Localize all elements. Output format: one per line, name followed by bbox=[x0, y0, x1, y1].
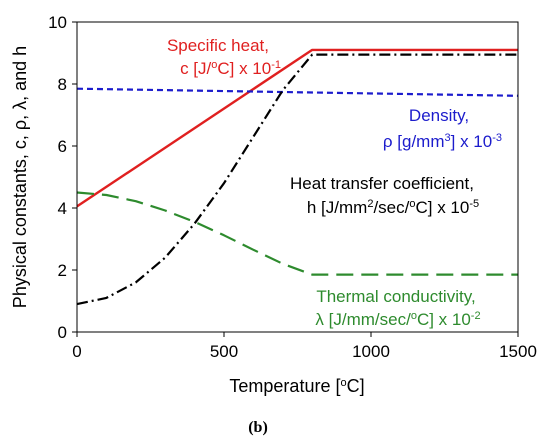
y-tick-label: 2 bbox=[58, 261, 67, 280]
heat-transfer-line bbox=[76, 53, 518, 306]
x-tick-label: 500 bbox=[210, 342, 238, 361]
specific-heat-label-line-1: Specific heat, bbox=[167, 36, 269, 55]
y-tick-label: 6 bbox=[58, 137, 67, 156]
plot-frame bbox=[76, 21, 519, 333]
ticks-layer: 0 500 1000 1500 0 2 4 6 8 10 bbox=[48, 13, 537, 361]
panel-label: (b) bbox=[248, 419, 268, 436]
specific-heat-label-line-2: c [J/oC] x 10-1 bbox=[180, 59, 281, 78]
heat-transfer-annotation: Heat transfer coefficient, h [J/mm2/sec/… bbox=[290, 174, 479, 217]
series-layer bbox=[76, 48, 519, 306]
heat-transfer-label-line-1: Heat transfer coefficient, bbox=[290, 174, 474, 193]
density-label-line-2: ρ [g/mm3] x 10-3 bbox=[383, 132, 502, 151]
specific-heat-annotation: Specific heat, c [J/oC] x 10-1 bbox=[167, 36, 281, 78]
y-tick-label: 10 bbox=[48, 13, 67, 32]
thermal-conductivity-label-line-1: Thermal conductivity, bbox=[316, 287, 475, 306]
thermal-conductivity-label-line-2: λ [J/mm/sec/oC] x 10-2 bbox=[315, 310, 480, 329]
specific-heat-line bbox=[76, 48, 518, 208]
density-line bbox=[76, 87, 519, 97]
thermal-conductivity-line bbox=[76, 191, 518, 276]
thermal-conductivity-annotation: Thermal conductivity, λ [J/mm/sec/oC] x … bbox=[315, 287, 480, 329]
heat-transfer-label-line-2: h [J/mm2/sec/oC] x 10-5 bbox=[307, 198, 479, 217]
x-tick-label: 1500 bbox=[499, 342, 537, 361]
x-axis-title: Temperature [oC] bbox=[229, 376, 364, 396]
y-tick-label: 8 bbox=[58, 75, 67, 94]
x-tick-label: 1000 bbox=[352, 342, 390, 361]
y-axis-title: Physical constants, c, ρ, λ, and h bbox=[10, 46, 30, 308]
x-tick-label: 0 bbox=[72, 342, 81, 361]
density-annotation: Density, ρ [g/mm3] x 10-3 bbox=[383, 106, 502, 151]
y-tick-label: 4 bbox=[58, 199, 67, 218]
y-tick-label: 0 bbox=[58, 323, 67, 342]
density-label-line-1: Density, bbox=[409, 106, 469, 125]
